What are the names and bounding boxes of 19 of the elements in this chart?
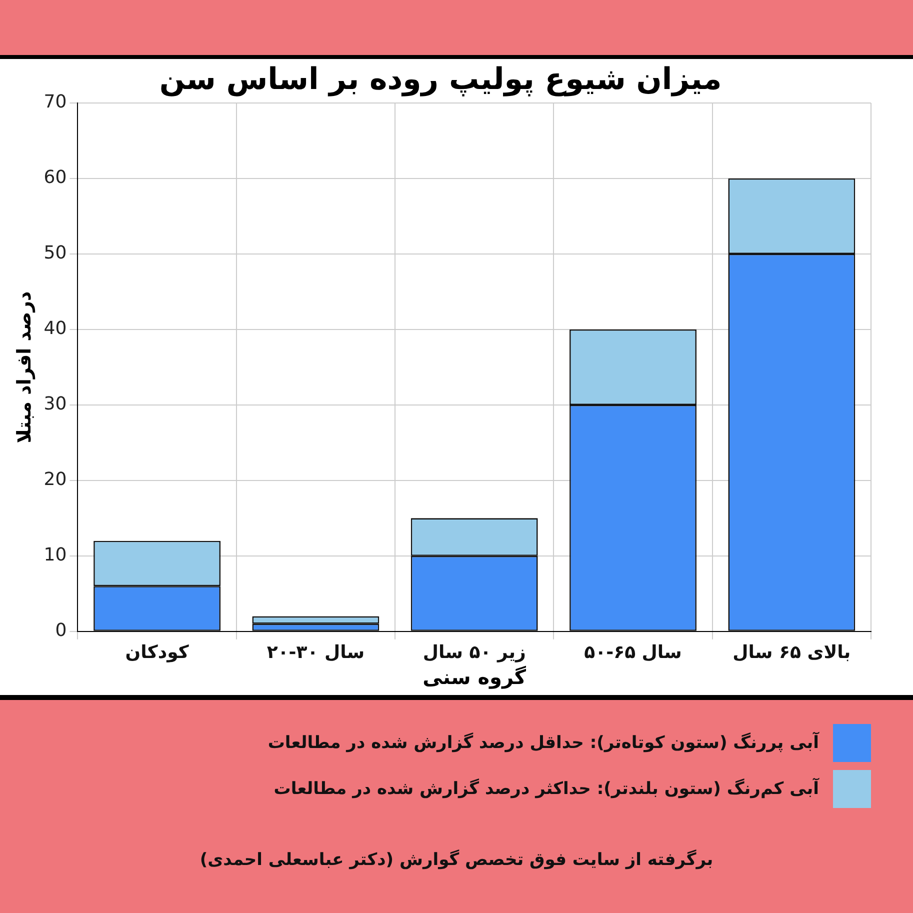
x-tick-label: ۵۰-۶۵ سال	[584, 642, 682, 663]
chart-title: میزان شیوع پولیپ روده بر اساس سن	[159, 62, 722, 97]
x-tick-label: بالای ۶۵ سال	[732, 642, 851, 663]
x-tick-label: زیر ۵۰ سال	[422, 642, 526, 663]
legend-label: آبی کم‌رنگ (ستون بلندتر): حداکثر درصد گزارش شده در مطالعات	[274, 779, 819, 799]
y-tick-label: 40	[44, 318, 67, 340]
y-tick-label: 30	[44, 394, 67, 415]
y-tick-label: 70	[44, 92, 67, 113]
legend-label: آبی پررنگ (ستون کوتاه‌تر): حداقل درصد گزارش شده در مطالعات	[268, 733, 819, 753]
y-tick-label: 60	[44, 167, 67, 188]
x-tick-label: کودکان	[125, 642, 190, 663]
y-tick-label: 20	[44, 469, 67, 490]
text: برگرفته از سایت فوق تخصص گوارش (دکتر عباسعلی احمدی)	[198, 850, 714, 870]
x-axis-title: گروه سنی	[422, 665, 526, 690]
x-tick-label: ۲۰-۳۰ سال	[266, 642, 365, 663]
y-tick-label: 10	[44, 544, 67, 566]
y-tick-label: 50	[44, 242, 67, 264]
y-axis-title: درصد افراد مبتلا	[13, 290, 36, 444]
y-tick-label: 0	[55, 620, 67, 642]
